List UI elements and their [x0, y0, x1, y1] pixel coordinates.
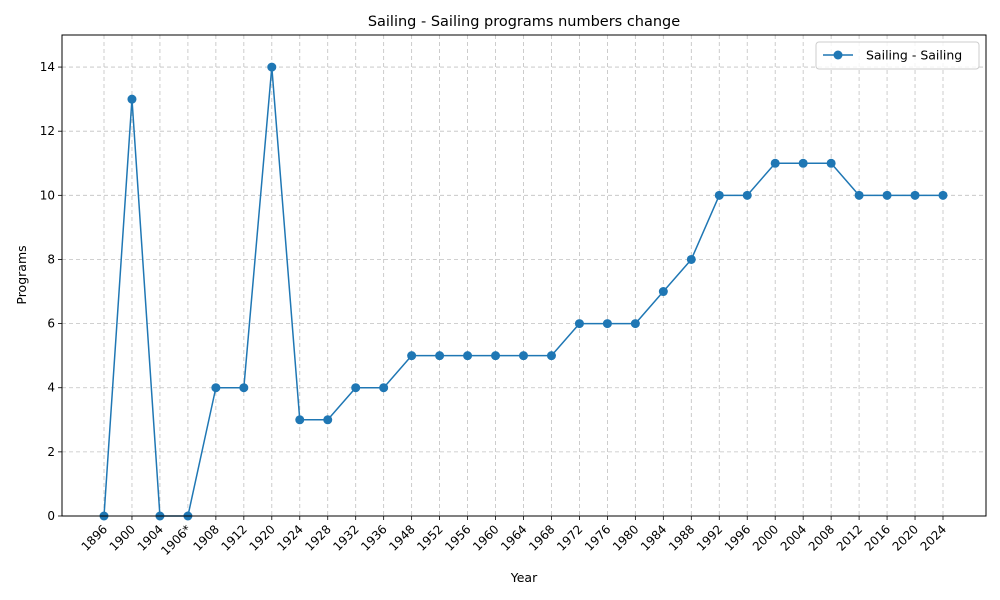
y-axis-ticks: 0 2 4 6 8 10 12 14	[40, 60, 62, 523]
data-point	[798, 158, 808, 168]
y-tick-label: 2	[47, 445, 55, 459]
data-point	[239, 383, 249, 393]
data-point	[435, 351, 445, 361]
x-axis-label: Year	[510, 570, 538, 585]
y-tick-label: 0	[47, 509, 55, 523]
legend-box	[815, 41, 980, 70]
y-tick-label: 10	[40, 188, 55, 202]
legend-label: Sailing - Sailing	[866, 48, 962, 63]
data-point	[574, 319, 584, 329]
legend-marker-swatch	[833, 50, 843, 60]
chart-title: Sailing - Sailing programs numbers chang…	[368, 14, 680, 30]
data-point	[686, 254, 696, 264]
series-sailing	[99, 62, 948, 521]
data-point	[379, 383, 389, 393]
y-tick-label: 8	[47, 252, 55, 266]
data-point	[351, 383, 361, 393]
data-point	[938, 190, 948, 200]
data-point	[854, 190, 864, 200]
data-point	[742, 190, 752, 200]
data-point	[770, 158, 780, 168]
y-tick-label: 12	[40, 124, 55, 138]
data-point	[407, 351, 417, 361]
data-point	[826, 158, 836, 168]
y-tick-label: 6	[47, 317, 55, 331]
data-point	[519, 351, 528, 361]
plot-area-frame	[61, 34, 987, 517]
grid	[62, 35, 986, 517]
data-point	[463, 351, 473, 361]
legend: Sailing - Sailing	[815, 41, 980, 70]
y-axis-label: Programs	[14, 245, 29, 304]
data-point	[630, 319, 640, 329]
data-point	[127, 94, 137, 104]
y-tick-label: 4	[47, 381, 55, 395]
data-point	[910, 190, 920, 200]
data-point	[211, 383, 221, 393]
y-tick-label: 14	[40, 60, 55, 74]
data-point	[602, 319, 612, 329]
data-point	[658, 287, 668, 297]
data-point	[491, 351, 501, 361]
data-point	[714, 190, 724, 200]
data-point	[295, 415, 305, 425]
data-point	[546, 351, 556, 361]
data-point	[882, 190, 892, 200]
data-point	[267, 62, 277, 72]
data-point	[323, 415, 333, 425]
